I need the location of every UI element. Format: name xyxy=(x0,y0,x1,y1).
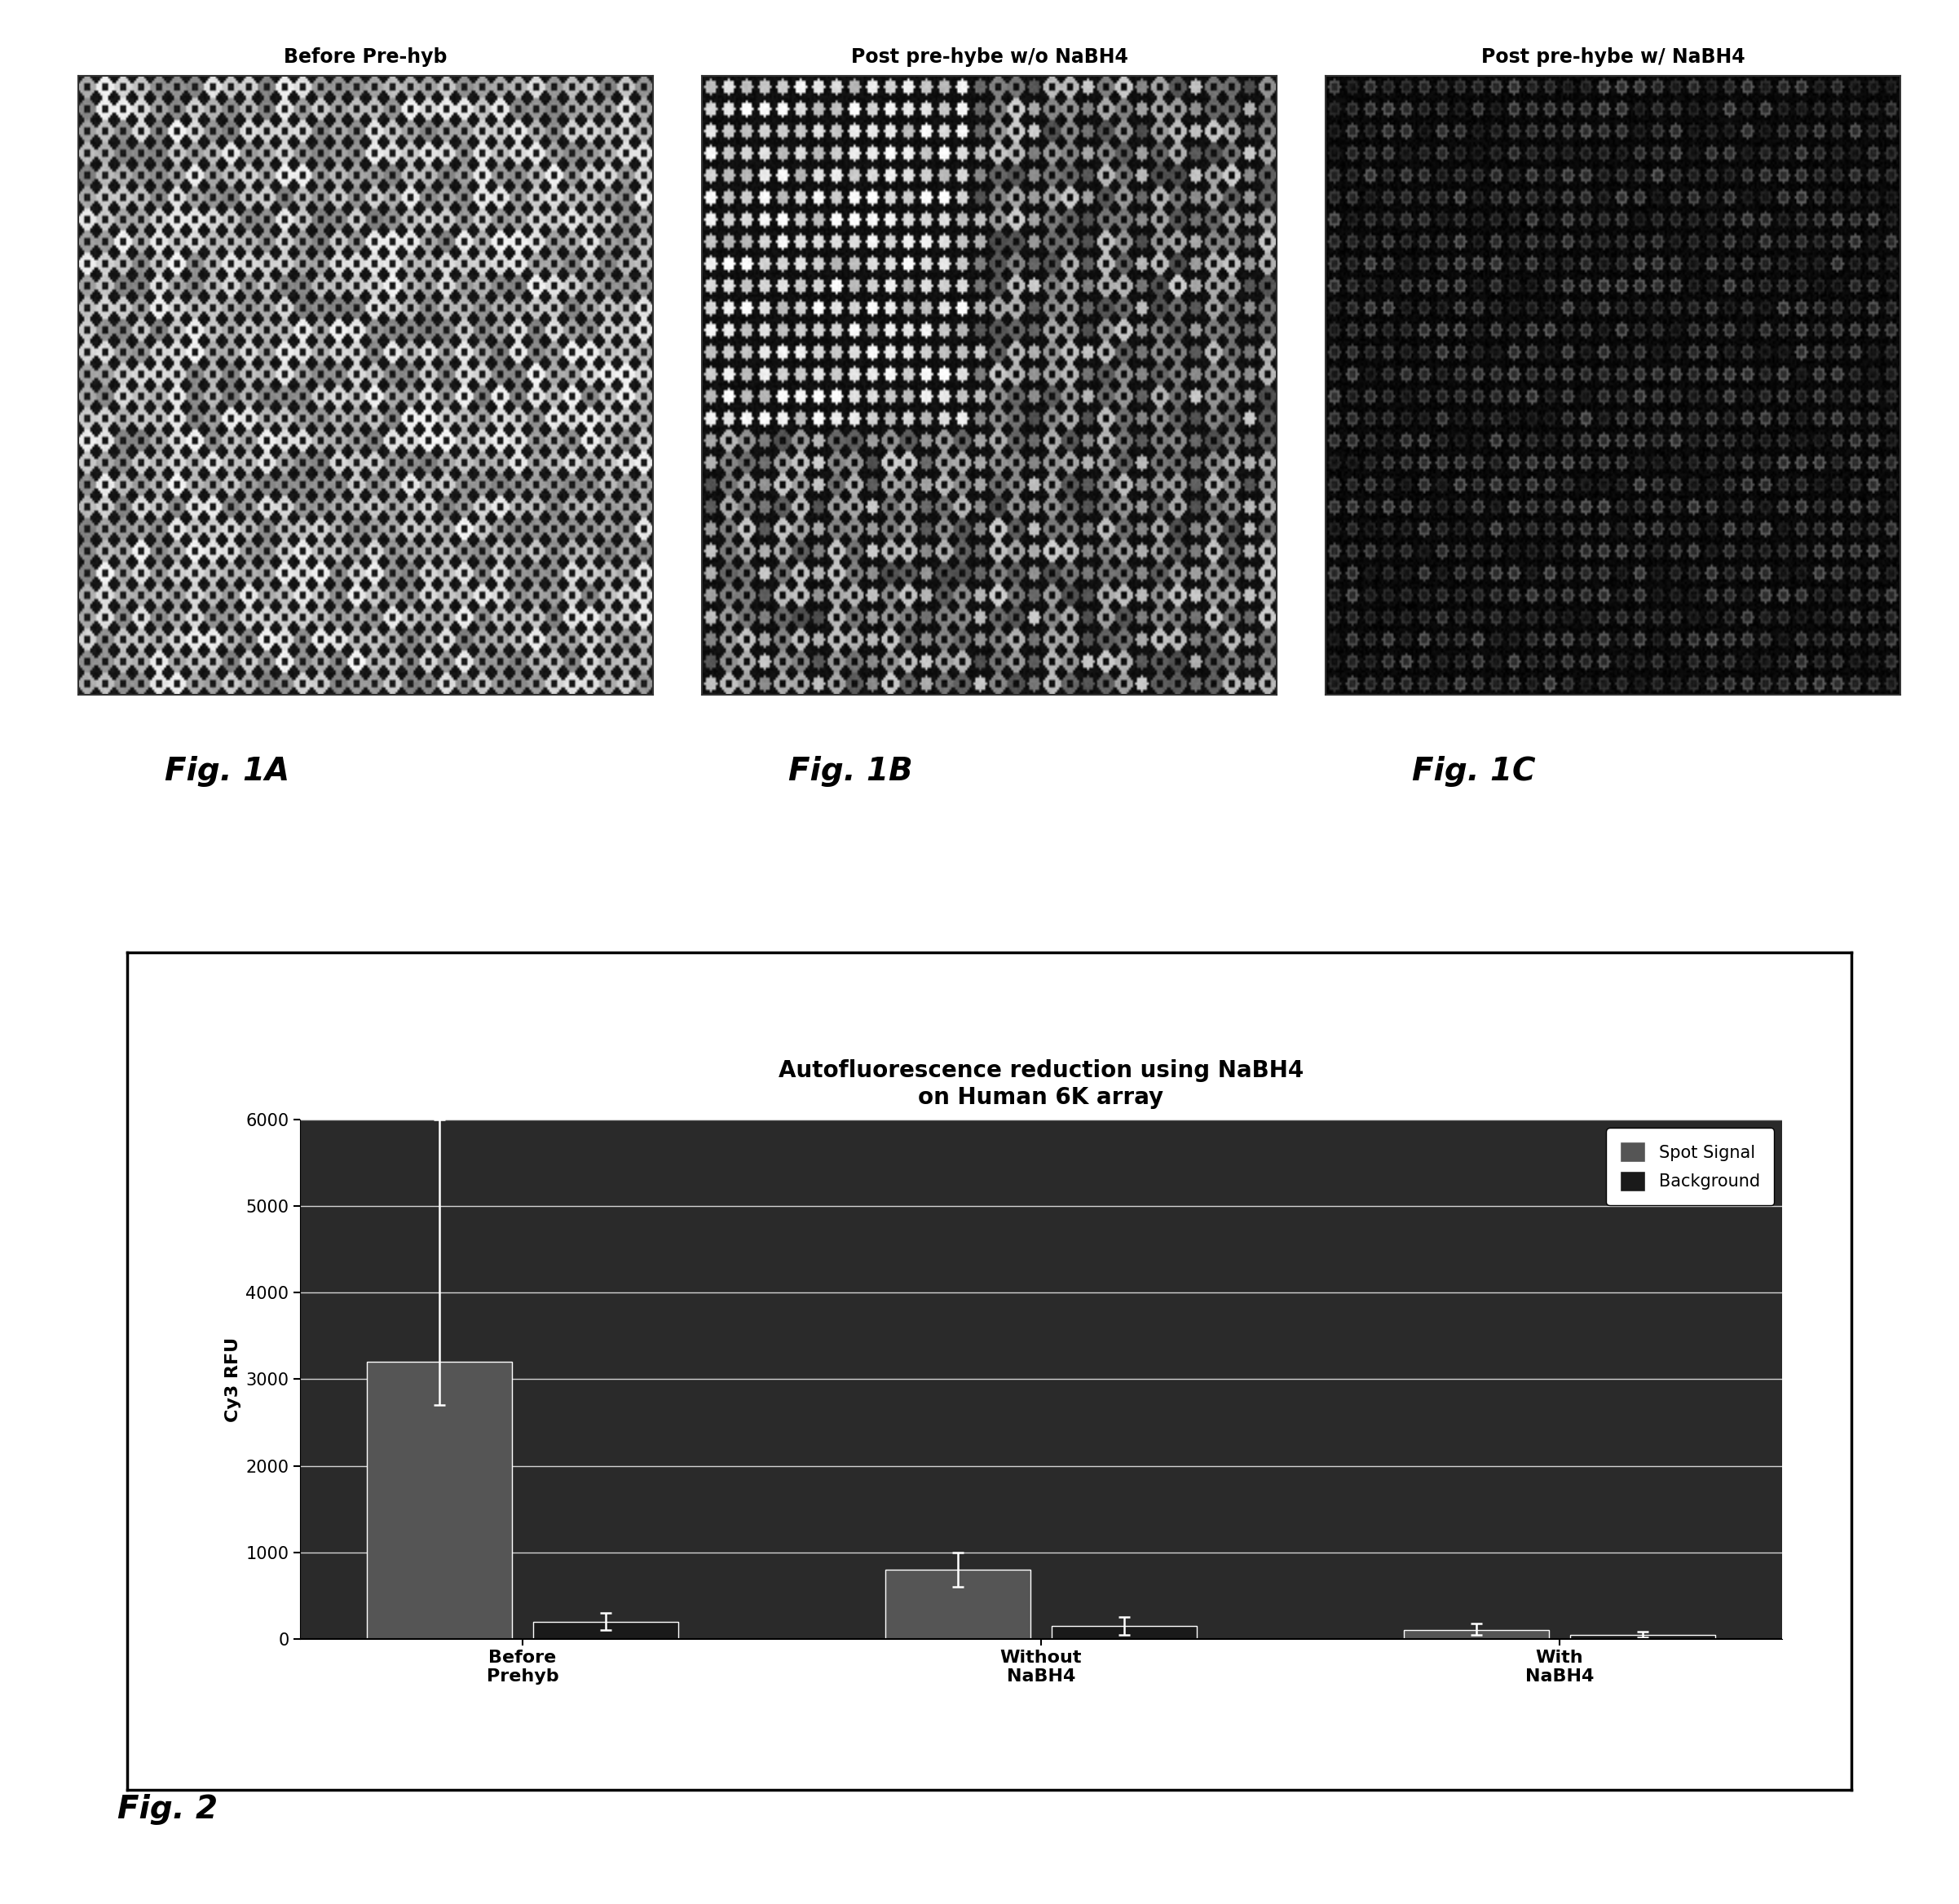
Text: Fig. 1C: Fig. 1C xyxy=(1412,756,1536,786)
Text: Fig. 1A: Fig. 1A xyxy=(165,756,290,786)
Text: Post pre-hybe w/o NaBH4: Post pre-hybe w/o NaBH4 xyxy=(850,48,1128,67)
Text: Before Pre-hyb: Before Pre-hyb xyxy=(284,48,447,67)
Text: Post pre-hybe w/ NaBH4: Post pre-hybe w/ NaBH4 xyxy=(1481,48,1745,67)
Text: Fig. 2: Fig. 2 xyxy=(118,1794,217,1824)
Text: Fig. 1B: Fig. 1B xyxy=(788,756,913,786)
